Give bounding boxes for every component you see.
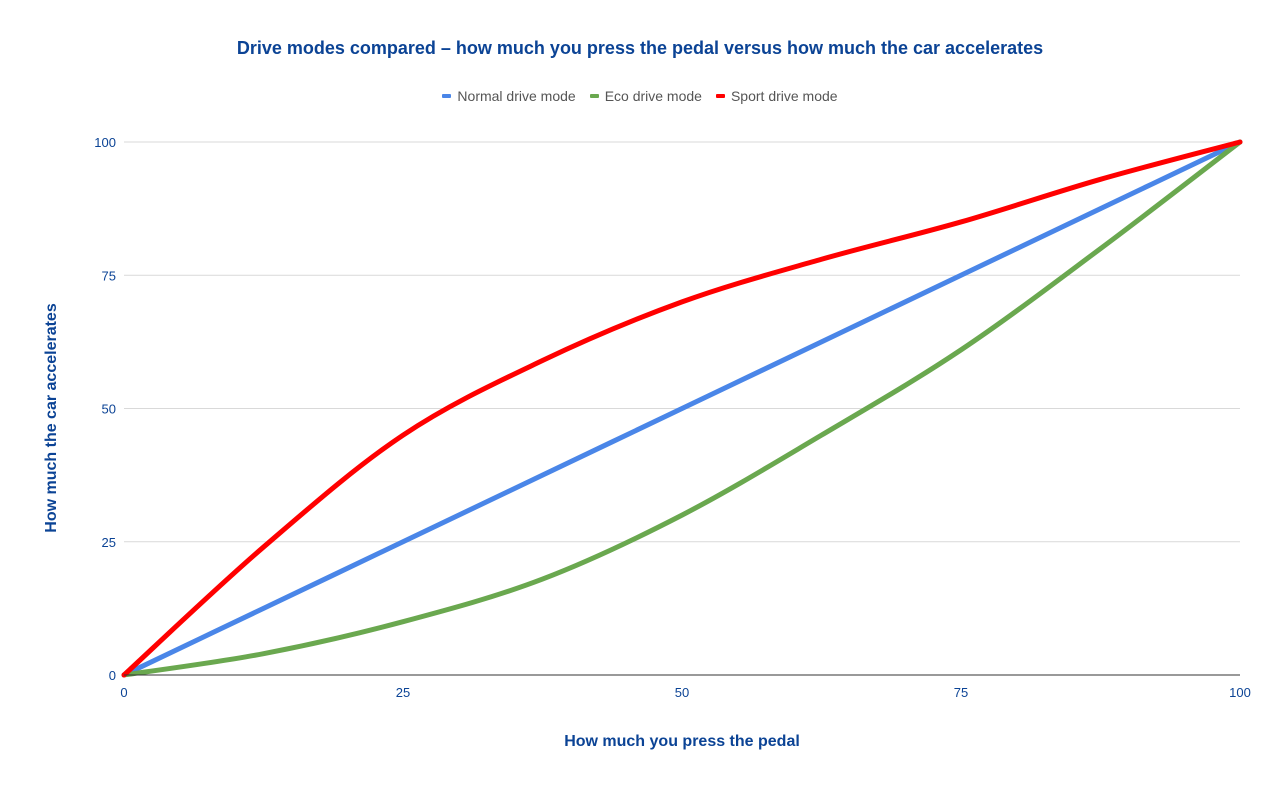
legend-label: Sport drive mode	[730, 88, 838, 104]
x-tick-label: 100	[1229, 685, 1251, 700]
y-tick-label: 0	[109, 668, 116, 683]
legend-label: Normal drive mode	[457, 88, 576, 104]
series-line-normal-drive-mode	[121, 139, 1243, 678]
y-tick-label: 100	[94, 135, 116, 150]
legend-swatch-sport-icon	[715, 94, 725, 98]
x-tick-label: 75	[954, 685, 968, 700]
legend-swatch-eco-icon	[589, 94, 599, 98]
chart-legend: Normal drive mode Eco drive mode Sport d…	[0, 88, 1280, 104]
x-tick-label: 0	[120, 685, 127, 700]
y-tick-label: 75	[102, 268, 116, 283]
chart-title: Drive modes compared – how much you pres…	[236, 38, 1044, 58]
legend-item-normal[interactable]: Normal drive mode	[442, 88, 576, 104]
y-tick-label: 50	[102, 402, 116, 417]
x-axis-title: How much you press the pedal	[564, 733, 800, 750]
x-tick-label: 50	[675, 685, 689, 700]
series-line-sport-drive-mode	[121, 139, 1243, 678]
legend-label: Eco drive mode	[604, 88, 702, 104]
x-tick-label: 25	[396, 685, 410, 700]
y-tick-label: 25	[102, 535, 116, 550]
series-line-eco-drive-mode	[121, 139, 1243, 678]
legend-swatch-normal-icon	[442, 94, 452, 98]
legend-item-eco[interactable]: Eco drive mode	[589, 88, 702, 104]
legend-item-sport[interactable]: Sport drive mode	[715, 88, 838, 104]
